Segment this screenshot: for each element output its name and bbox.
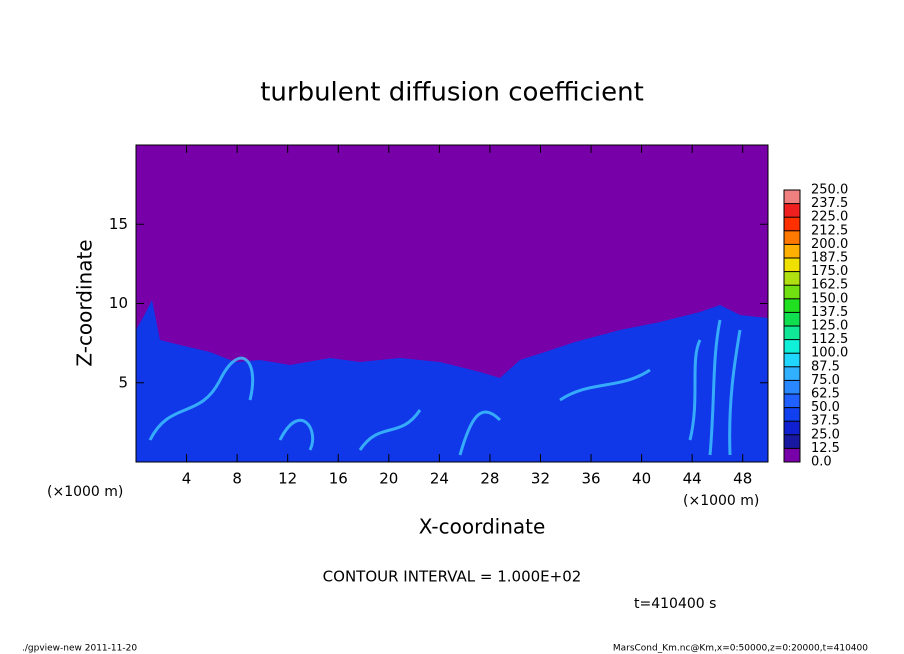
colorbar-band: [784, 230, 800, 245]
contour-interval: CONTOUR INTERVAL = 1.000E+02: [323, 568, 582, 586]
x-tick-label: 12: [278, 470, 297, 488]
colorbar-tick-label: 200.0: [811, 237, 848, 252]
colorbar-band: [784, 448, 800, 462]
x-unit-label: (×1000 m): [47, 484, 123, 500]
y-tick-label: 15: [109, 215, 128, 233]
colorbar-band: [784, 312, 800, 326]
colorbar-band: [784, 407, 800, 422]
colorbar-tick-label: 137.5: [811, 305, 848, 320]
colorbar-tick-label: 12.5: [811, 441, 840, 456]
colorbar-tick-label: 225.0: [811, 210, 848, 225]
colorbar-tick-label: 50.0: [811, 400, 840, 415]
colorbar-band: [784, 421, 800, 435]
footer-left: ./gpview-new 2011-11-20: [22, 644, 137, 654]
colorbar-tick-label: 100.0: [811, 346, 848, 361]
colorbar-band: [784, 339, 800, 354]
colorbar-band: [784, 380, 800, 394]
colorbar-tick-label: 162.5: [811, 278, 848, 293]
colorbar-tick-label: 25.0: [811, 427, 840, 442]
x-tick-label: 8: [232, 470, 242, 488]
colorbar-band: [784, 258, 800, 272]
x-tick-label: 36: [581, 470, 600, 488]
colorbar-tick-label: 87.5: [811, 359, 840, 374]
x-unit-label: (×1000 m): [683, 493, 759, 509]
colorbar-tick-label: 0.0: [811, 455, 832, 470]
footer-right: MarsCond_Km.nc@Km,x=0:50000,z=0:20000,t=…: [613, 644, 868, 654]
colorbar-band: [784, 203, 800, 218]
colorbar-band: [784, 326, 800, 340]
colorbar-tick-label: 75.0: [811, 373, 840, 388]
x-tick-label: 24: [430, 470, 449, 488]
x-tick-label: 44: [683, 470, 702, 488]
colorbar-band: [784, 190, 800, 204]
x-tick-label: 40: [632, 470, 651, 488]
colorbar-tick-label: 150.0: [811, 291, 848, 306]
colorbar-tick-label: 37.5: [811, 414, 840, 429]
y-axis-label: Z-coordinate: [73, 239, 97, 366]
colorbar-band: [784, 298, 800, 313]
colorbar-band: [784, 353, 800, 367]
y-tick-label: 10: [109, 294, 128, 312]
colorbar-tick-label: 237.5: [811, 196, 848, 211]
x-tick-label: 20: [379, 470, 398, 488]
colorbar-tick-label: 250.0: [811, 183, 848, 198]
x-axis-label: X-coordinate: [419, 515, 546, 539]
colorbar-tick-label: 62.5: [811, 387, 840, 402]
colorbar-tick-label: 125.0: [811, 319, 848, 334]
colorbar-tick-label: 175.0: [811, 264, 848, 279]
colorbar-band: [784, 217, 800, 231]
colorbar-tick-label: 187.5: [811, 251, 848, 266]
x-tick-label: 32: [531, 470, 550, 488]
colorbar-band: [784, 285, 800, 299]
time-label: t=410400 s: [634, 596, 716, 612]
colorbar-band: [784, 271, 800, 286]
x-tick-label: 4: [182, 470, 192, 488]
x-tick-label: 16: [329, 470, 348, 488]
colorbar-band: [784, 394, 800, 408]
colorbar-tick-label: 112.5: [811, 332, 848, 347]
x-tick-label: 48: [733, 470, 752, 488]
y-tick-label: 5: [118, 373, 128, 391]
field-wisps: [148, 319, 742, 456]
colorbar-band: [784, 366, 800, 381]
chart-title: turbulent diffusion coefficient: [260, 78, 644, 108]
colorbar-band: [784, 244, 800, 258]
colorbar-band: [784, 434, 800, 449]
x-tick-label: 28: [480, 470, 499, 488]
colorbar-tick-label: 212.5: [811, 223, 848, 238]
